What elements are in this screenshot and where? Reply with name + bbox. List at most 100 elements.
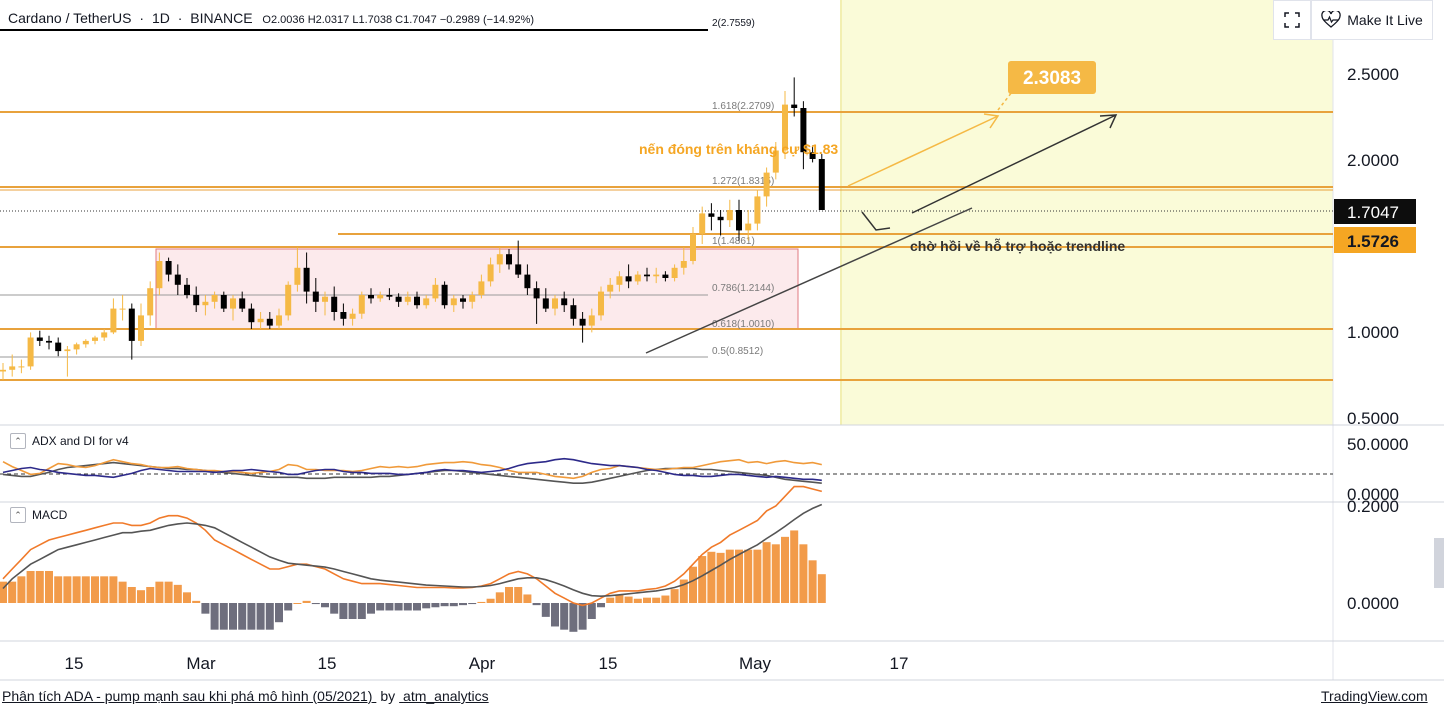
macd-histogram-bar: [541, 603, 550, 617]
candle-body: [27, 337, 34, 367]
macd-histogram-bar: [468, 603, 477, 605]
macd-histogram-bar: [127, 586, 136, 603]
macd-histogram-bar: [118, 581, 127, 603]
candle-body: [220, 295, 227, 309]
footer-caption[interactable]: Phân tích ADA - pump mạnh sau khi phá mô…: [2, 688, 489, 704]
candle-body: [266, 318, 273, 326]
price-tick-2: 2.0000: [1347, 151, 1399, 170]
scrollbar-thumb[interactable]: [1434, 538, 1444, 588]
macd-label-text: MACD: [32, 508, 68, 522]
macd-histogram-bar: [330, 603, 339, 614]
candle-body: [736, 210, 742, 231]
candle-body: [285, 284, 292, 316]
candle-body: [450, 298, 457, 306]
target-box[interactable]: [1008, 61, 1096, 94]
pullback-arrow[interactable]: [861, 211, 891, 231]
candle-body: [478, 281, 485, 295]
di-plus-line: [2, 458, 822, 480]
candle-body: [276, 315, 282, 326]
macd-histogram-bar: [707, 551, 716, 603]
high-value: H2.0317: [307, 14, 350, 26]
highlight-price-label: 1.5726: [1347, 232, 1399, 251]
chart-header: Cardano / TetherUS · 1D · BINANCE O2.003…: [8, 10, 535, 26]
signal-line: [2, 503, 823, 598]
candle-body: [653, 274, 660, 277]
candle-body: [147, 288, 154, 316]
candle-body: [791, 104, 798, 108]
candle-body: [598, 291, 604, 316]
macd-histogram-bar: [597, 603, 605, 608]
candle-body: [607, 284, 614, 292]
macd-histogram-bar: [26, 570, 35, 603]
fib-label-0786: 0.786(1.2144): [712, 283, 774, 294]
candle-body: [110, 308, 117, 333]
candle-body: [73, 344, 80, 350]
macd-histogram-bar: [137, 590, 145, 603]
macd-histogram-bar: [238, 603, 247, 630]
close-value: C1.7047: [395, 14, 437, 26]
target-arrow[interactable]: [847, 115, 999, 187]
candle-body: [570, 305, 577, 319]
macd-histogram-bar: [0, 581, 7, 603]
macd-histogram-bar: [790, 530, 799, 603]
symbol-name[interactable]: Cardano / TetherUS: [8, 10, 132, 26]
candle-body: [165, 261, 172, 275]
target-dashed: [997, 91, 1013, 111]
macd-histogram-bar: [256, 603, 265, 630]
macd-histogram-bar: [551, 603, 559, 627]
candle-body: [524, 274, 531, 289]
current-price-badge: [1334, 199, 1416, 224]
candle-body: [36, 337, 43, 341]
candle-body: [588, 315, 595, 326]
candle-body: [745, 223, 752, 231]
fullscreen-button[interactable]: [1273, 0, 1311, 40]
trendline-support[interactable]: [645, 207, 973, 354]
macd-histogram-bar: [808, 560, 817, 603]
macd-histogram-bar: [725, 549, 734, 603]
candle-body: [156, 261, 163, 289]
macd-histogram-bar: [219, 603, 228, 630]
collapse-chevron-icon[interactable]: ⌃: [10, 507, 26, 523]
candle-body: [644, 274, 650, 277]
candle-body: [515, 264, 522, 275]
macd-pane-label[interactable]: ⌃ MACD: [10, 507, 67, 523]
candle-body: [368, 295, 374, 299]
macd-histogram-bar: [753, 549, 762, 603]
adx-pane-label[interactable]: ⌃ ADX and DI for v4: [10, 433, 129, 449]
macd-histogram-bar: [817, 574, 826, 603]
fib-label-top: 2(2.7559): [712, 18, 755, 29]
macd-histogram-bar: [413, 603, 421, 611]
macd-histogram-bar: [54, 576, 63, 603]
brand-link[interactable]: TradingView.com: [1321, 688, 1428, 704]
candle-body: [625, 276, 632, 282]
candle-body: [211, 295, 218, 302]
candle-body: [18, 366, 25, 368]
macd-histogram-bar: [146, 586, 155, 603]
macd-histogram-bar: [486, 598, 495, 603]
collapse-chevron-icon[interactable]: ⌃: [10, 433, 26, 449]
author-link[interactable]: atm_analytics: [403, 688, 489, 704]
macd-histogram-bar: [17, 576, 26, 603]
macd-histogram-bar: [670, 589, 679, 603]
candle-body: [487, 264, 494, 282]
candle-body: [782, 104, 788, 151]
make-it-live-button[interactable]: Make It Live: [1311, 0, 1433, 40]
macd-histogram-bar: [229, 603, 237, 630]
macd-histogram-bar: [679, 579, 688, 603]
macd-histogram-bar: [560, 603, 569, 630]
macd-histogram-bar: [275, 603, 283, 623]
interval[interactable]: 1D: [151, 10, 170, 26]
time-label-6: May: [739, 654, 772, 673]
macd-histogram-bar: [183, 592, 191, 603]
idea-title[interactable]: Phân tích ADA - pump mạnh sau khi phá mô…: [2, 688, 373, 704]
candle-body: [193, 295, 200, 306]
current-price-label: 1.7047: [1347, 203, 1399, 222]
macd-histogram-bar: [210, 603, 219, 630]
candle-body: [772, 150, 779, 173]
candle-body: [46, 340, 52, 343]
support-note: chờ hồi về hỗ trợ hoặc trendline: [910, 238, 1125, 254]
macd-histogram-bar: [495, 592, 504, 603]
candle-body: [809, 152, 816, 159]
trendline-projection[interactable]: [911, 114, 1117, 214]
